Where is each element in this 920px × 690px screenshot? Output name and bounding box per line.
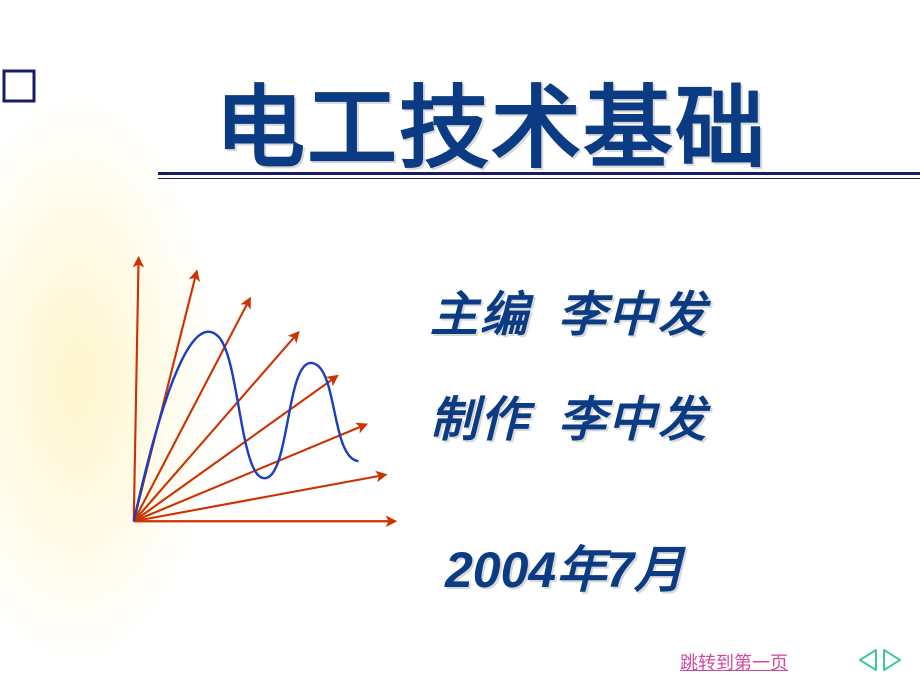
author-name: 李中发 bbox=[558, 394, 708, 447]
author-line-editor: 主编 李中发 bbox=[430, 275, 708, 345]
title-row: 电工技术基础 bbox=[0, 55, 920, 185]
fan-arrow bbox=[134, 258, 139, 522]
author-role: 制作 bbox=[430, 394, 530, 447]
fan-arrow bbox=[134, 475, 386, 522]
fan-wave-diagram bbox=[95, 250, 405, 560]
goto-first-page-link[interactable]: 跳转到第一页 bbox=[680, 649, 788, 675]
prev-arrow-icon[interactable] bbox=[860, 650, 876, 670]
corner-square-icon bbox=[0, 67, 38, 105]
sine-wave bbox=[134, 332, 359, 522]
next-arrow-icon[interactable] bbox=[884, 650, 900, 670]
title-underline bbox=[158, 172, 920, 178]
author-role: 主编 bbox=[430, 289, 530, 342]
date-text: 2004年7月 bbox=[445, 530, 684, 602]
author-name: 李中发 bbox=[558, 289, 708, 342]
nav-arrows bbox=[858, 647, 902, 678]
author-block: 主编 李中发 制作 李中发 bbox=[430, 275, 708, 485]
author-line-producer: 制作 李中发 bbox=[430, 380, 708, 450]
page-title: 电工技术基础 bbox=[215, 55, 767, 185]
fan-arrow bbox=[134, 298, 250, 521]
